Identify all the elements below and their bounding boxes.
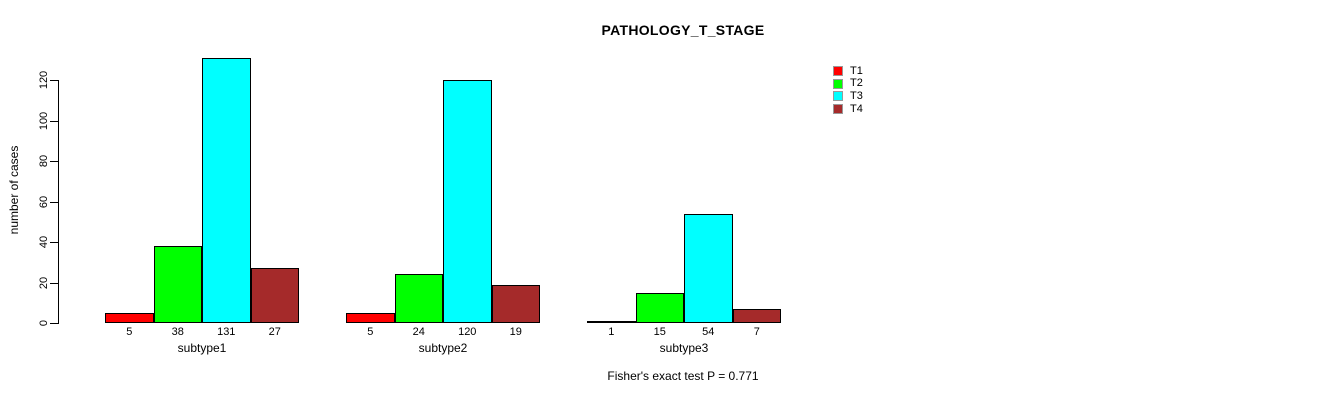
bar-subtype3-t2 bbox=[635, 293, 684, 323]
bar-subtype1-t1 bbox=[105, 313, 154, 323]
y-axis-tick-label: 120 bbox=[38, 70, 50, 90]
bar-value-label: 7 bbox=[753, 326, 760, 338]
category-label: subtype2 bbox=[418, 341, 468, 355]
bar-subtype1-t3 bbox=[202, 58, 251, 323]
chart-title: PATHOLOGY_T_STAGE bbox=[601, 22, 765, 38]
legend-swatch-t4 bbox=[833, 104, 843, 115]
fisher-test-annotation: Fisher's exact test P = 0.771 bbox=[607, 369, 759, 383]
bar-value-label: 15 bbox=[653, 326, 666, 338]
bar-value-label: 131 bbox=[217, 326, 236, 338]
y-axis-tick bbox=[50, 323, 58, 324]
category-label: subtype3 bbox=[659, 341, 709, 355]
y-axis-tick-label: 100 bbox=[38, 111, 50, 130]
legend-item: T1 bbox=[833, 65, 863, 78]
legend: T1 T2 T3 T4 bbox=[833, 65, 863, 115]
y-axis-tick-label: 40 bbox=[38, 235, 50, 249]
bar-value-label: 54 bbox=[702, 326, 715, 338]
y-axis-tick bbox=[50, 80, 58, 81]
bar-subtype2-t4 bbox=[491, 285, 540, 323]
legend-item-label: T1 bbox=[850, 64, 863, 77]
bar-subtype1-t4 bbox=[250, 268, 299, 323]
category-label: subtype1 bbox=[177, 341, 227, 355]
bar-value-label: 27 bbox=[268, 326, 281, 338]
legend-swatch-t2 bbox=[833, 78, 843, 89]
y-axis-tick bbox=[50, 161, 58, 162]
legend-item-label: T3 bbox=[850, 89, 863, 102]
y-axis-tick-label: 20 bbox=[38, 276, 50, 289]
legend-item: T4 bbox=[833, 103, 863, 116]
bar-value-label: 1 bbox=[608, 326, 615, 338]
legend-item-label: T2 bbox=[850, 77, 863, 90]
legend-swatch-t1 bbox=[833, 66, 843, 77]
legend-item: T2 bbox=[833, 78, 863, 91]
bar-subtype3-t1 bbox=[587, 321, 636, 323]
y-axis-tick bbox=[50, 120, 58, 122]
bar-value-label: 120 bbox=[458, 326, 477, 338]
y-axis-tick-label: 0 bbox=[38, 319, 50, 327]
bar-value-label: 5 bbox=[367, 326, 374, 338]
legend-swatch-t3 bbox=[833, 91, 843, 102]
y-axis-tick bbox=[50, 242, 58, 243]
bar-value-label: 5 bbox=[126, 326, 133, 338]
y-axis-tick-label: 80 bbox=[38, 154, 50, 168]
bar-subtype3-t3 bbox=[684, 214, 733, 323]
y-axis-tick-label: 60 bbox=[38, 195, 50, 208]
y-axis-line bbox=[58, 80, 59, 324]
y-axis-tick bbox=[50, 282, 58, 284]
bar-subtype3-t4 bbox=[732, 309, 781, 323]
bar-value-label: 38 bbox=[171, 326, 184, 338]
y-axis-tick bbox=[50, 201, 58, 203]
bar-subtype2-t2 bbox=[394, 274, 443, 323]
bar-subtype2-t3 bbox=[443, 80, 492, 323]
legend-item: T3 bbox=[833, 90, 863, 103]
bar-subtype2-t1 bbox=[346, 313, 395, 323]
bar-value-label: 24 bbox=[412, 326, 425, 338]
legend-item-label: T4 bbox=[850, 102, 863, 115]
bar-subtype1-t2 bbox=[153, 246, 202, 323]
bar-value-label: 19 bbox=[509, 326, 522, 338]
